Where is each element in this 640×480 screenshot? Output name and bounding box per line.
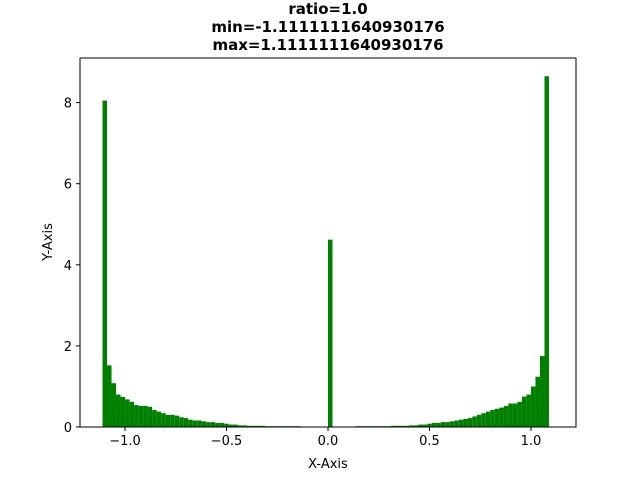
histogram-bar xyxy=(445,422,450,427)
plot-frame xyxy=(79,57,577,428)
histogram-bar xyxy=(152,409,157,427)
histogram-bar xyxy=(512,403,518,427)
histogram-bar xyxy=(192,420,198,427)
histogram-bar xyxy=(467,418,473,427)
histogram-bar xyxy=(242,425,247,427)
histogram-bar xyxy=(174,415,180,427)
y-axis-label: Y-Axis xyxy=(41,223,56,262)
histogram-bar xyxy=(165,414,171,427)
histogram-bar xyxy=(251,425,256,427)
histogram-bar xyxy=(328,239,333,427)
x-tick-label: 0.0 xyxy=(318,434,339,449)
histogram-bar xyxy=(120,396,126,427)
histogram-bar xyxy=(179,417,184,427)
histogram-bar xyxy=(206,422,211,427)
histogram-bar xyxy=(409,425,414,427)
histogram-bar xyxy=(219,422,225,427)
histogram-bars xyxy=(102,76,549,428)
histogram-bar xyxy=(147,406,153,427)
histogram-bar xyxy=(413,425,419,427)
histogram-bar xyxy=(490,409,495,427)
x-axis-label: X-Axis xyxy=(308,457,348,472)
histogram-bar xyxy=(156,411,162,427)
histogram-bar xyxy=(418,424,423,427)
histogram-bar xyxy=(107,365,112,427)
y-tick-label: 6 xyxy=(64,178,72,193)
y-tick-label: 0 xyxy=(64,421,72,436)
histogram-bar xyxy=(170,414,175,427)
histogram-bar xyxy=(260,425,265,427)
histogram-bar xyxy=(458,419,464,427)
histogram-bar xyxy=(476,414,482,427)
histogram-bar xyxy=(183,418,189,427)
histogram-bar xyxy=(233,424,238,427)
histogram-bar xyxy=(440,422,446,427)
y-tick-label: 2 xyxy=(64,340,72,355)
histogram-bar xyxy=(485,411,491,427)
x-axis-ticks: −1.0 −0.5 0.0 0.5 1.0 xyxy=(109,427,541,449)
histogram-bar xyxy=(102,100,108,428)
x-tick-label: 1.0 xyxy=(521,434,542,449)
histogram-bar xyxy=(404,425,410,427)
histogram-bar xyxy=(499,407,504,427)
chart-title-line-3: max=1.1111111640930176 xyxy=(212,36,443,54)
histogram-bar xyxy=(526,394,531,427)
y-tick-label: 4 xyxy=(64,259,72,274)
histogram-bar xyxy=(228,424,234,427)
histogram-bar xyxy=(449,421,455,427)
histogram-bar xyxy=(521,396,527,427)
x-tick-label: −0.5 xyxy=(211,434,243,449)
histogram-bar xyxy=(481,413,486,427)
histogram-bar xyxy=(472,416,477,427)
histogram-bar xyxy=(246,425,252,427)
histogram-bar xyxy=(224,423,229,427)
histogram-bar xyxy=(544,76,549,427)
histogram-bar xyxy=(129,401,135,427)
histogram-bar xyxy=(530,386,536,427)
histogram-bar xyxy=(210,422,216,427)
histogram-bar xyxy=(134,405,139,427)
histogram-bar xyxy=(427,423,432,427)
histogram-bar xyxy=(391,425,396,427)
histogram-bar xyxy=(431,422,437,427)
histogram-bar xyxy=(508,403,513,427)
histogram-bar xyxy=(436,422,441,427)
x-tick-label: 0.5 xyxy=(419,434,440,449)
y-axis-ticks: 0 2 4 6 8 xyxy=(64,97,80,436)
histogram-bar xyxy=(138,405,144,427)
x-tick-label: −1.0 xyxy=(109,434,141,449)
histogram-bar xyxy=(237,425,243,427)
histogram-bar xyxy=(463,418,468,427)
histogram-bar xyxy=(116,394,121,427)
histogram-bar xyxy=(494,408,500,427)
histogram-bar xyxy=(197,420,202,427)
histogram-bar xyxy=(539,356,545,427)
histogram-bar xyxy=(535,376,540,427)
histogram-bar xyxy=(188,419,193,427)
histogram-bar xyxy=(454,420,459,427)
histogram-bar xyxy=(215,422,220,427)
y-tick-label: 8 xyxy=(64,97,72,112)
histogram-bar xyxy=(422,424,428,427)
chart-title-line-2: min=-1.1111111640930176 xyxy=(211,18,444,36)
chart-title-line-1: ratio=1.0 xyxy=(288,0,367,18)
histogram-bar xyxy=(255,425,261,427)
histogram-bar xyxy=(161,413,166,427)
histogram-bar xyxy=(143,405,148,427)
histogram-bar xyxy=(201,421,207,427)
histogram-bar xyxy=(503,405,509,427)
histogram-bar xyxy=(125,399,130,427)
histogram-bar xyxy=(111,383,117,427)
histogram-bar xyxy=(400,425,405,427)
histogram-bar xyxy=(395,425,401,427)
histogram-bar xyxy=(517,401,522,427)
